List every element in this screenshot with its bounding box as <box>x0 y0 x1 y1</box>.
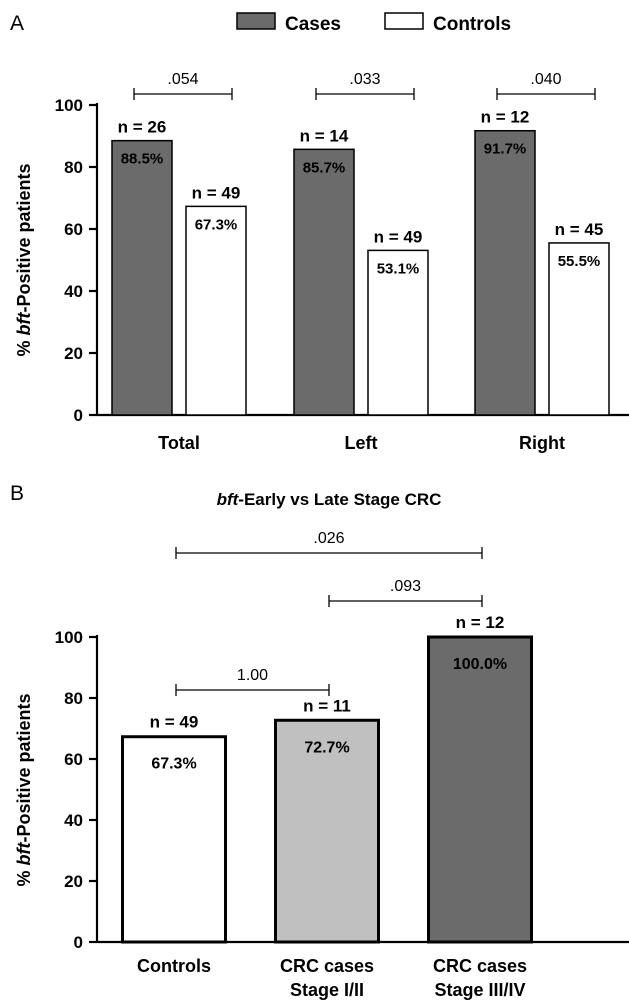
panel-a-p-value-label: .040 <box>530 71 561 88</box>
panel-a-y-tick-label: 60 <box>64 220 83 239</box>
panel-b-p-value-label: .026 <box>313 530 344 547</box>
panel-b-letter: B <box>10 482 24 505</box>
panel-a-plot: 0 20 40 60 80 100 88.5% n = 26 67.3% n = 49 Total.… <box>55 71 629 453</box>
x-category-label: Controls <box>137 956 211 976</box>
legend-swatch-cases <box>236 12 276 30</box>
x-category-label: CRC cases <box>433 956 527 976</box>
panel-b-y-axis-label: % bft-Positive patients <box>14 693 34 886</box>
panel-b-y-tick-label: 60 <box>64 750 83 769</box>
bar-value-label: 88.5% <box>121 151 164 168</box>
bar-controls-left <box>367 249 429 416</box>
bar-value-label: 72.7% <box>304 739 349 756</box>
bar-n-label: n = 11 <box>303 696 351 715</box>
bar-cases-left <box>293 148 355 416</box>
bar-n-label: n = 45 <box>555 220 604 239</box>
bar-value-label: 100.0% <box>453 656 507 673</box>
panel-b-y-tick-label: 20 <box>64 872 83 891</box>
panel-b-title: bft-Early vs Late Stage CRC <box>217 490 442 509</box>
bar-n-label: n = 26 <box>118 118 167 137</box>
panel-a-p-value-label: .033 <box>349 71 380 88</box>
bar-controls <box>121 735 227 944</box>
bar-n-label: n = 49 <box>192 183 241 202</box>
panel-a-p-value-label: .054 <box>167 71 198 88</box>
legend-swatch-controls <box>384 12 424 30</box>
x-category-label: CRC cases <box>280 956 374 976</box>
x-category-label: Right <box>519 433 565 453</box>
bar-controls-right <box>548 242 610 416</box>
bar-n-label: n = 49 <box>150 713 199 732</box>
bar-value-label: 55.5% <box>558 253 601 270</box>
panel-a-y-tick-label: 0 <box>74 406 83 425</box>
bar-n-label: n = 12 <box>456 613 505 632</box>
panel-b-p-value-label: 1.00 <box>237 667 268 684</box>
x-category-label: Stage III/IV <box>434 980 525 1000</box>
x-category-label: Left <box>345 433 378 453</box>
legend-label-cases: Cases <box>285 14 341 35</box>
bar-n-label: n = 12 <box>481 108 530 127</box>
panel-a-y-axis-label: % bft-Positive patients <box>14 163 34 356</box>
bar-value-label: 53.1% <box>377 260 420 277</box>
bar-cases-total <box>111 139 173 416</box>
bar-stage-i-ii <box>274 718 380 944</box>
panel-a-y-tick-label: 100 <box>55 96 83 115</box>
panel-a-y-tick-label: 80 <box>64 158 83 177</box>
bar-cases-right <box>474 129 536 416</box>
panel-b-y-tick-label: 40 <box>64 811 83 830</box>
bar-value-label: 67.3% <box>151 756 196 773</box>
panel-a-y-tick-label: 40 <box>64 282 83 301</box>
bar-n-label: n = 14 <box>300 126 349 145</box>
panel-b-plot: 0 20 40 60 80 100 67.3% n = 49 Controls 72.7% n = … <box>55 530 629 1000</box>
legend-label-controls: Controls <box>433 14 511 35</box>
panel-b: B bft-Early vs Late Stage CRC % bft-Posi… <box>10 482 629 1000</box>
panel-b-y-tick-label: 0 <box>74 933 83 952</box>
bar-value-label: 91.7% <box>484 141 527 158</box>
panel-b-p-value-label: .093 <box>390 578 421 595</box>
x-category-label: Stage I/II <box>290 980 364 1000</box>
panel-b-y-tick-label: 100 <box>55 628 83 647</box>
bar-stage-iii-iv <box>427 635 533 944</box>
bar-value-label: 67.3% <box>195 216 238 233</box>
panel-a-y-tick-label: 20 <box>64 344 83 363</box>
x-category-label: Total <box>158 433 200 453</box>
bar-value-label: 85.7% <box>303 159 346 176</box>
legend: Cases Controls <box>236 12 511 35</box>
bar-controls-total <box>185 205 247 416</box>
panel-a: A Cases Controls % bft-Positive patients… <box>10 12 629 453</box>
bar-n-label: n = 49 <box>374 227 423 246</box>
panel-b-y-tick-label: 80 <box>64 689 83 708</box>
panel-a-letter: A <box>10 12 24 35</box>
